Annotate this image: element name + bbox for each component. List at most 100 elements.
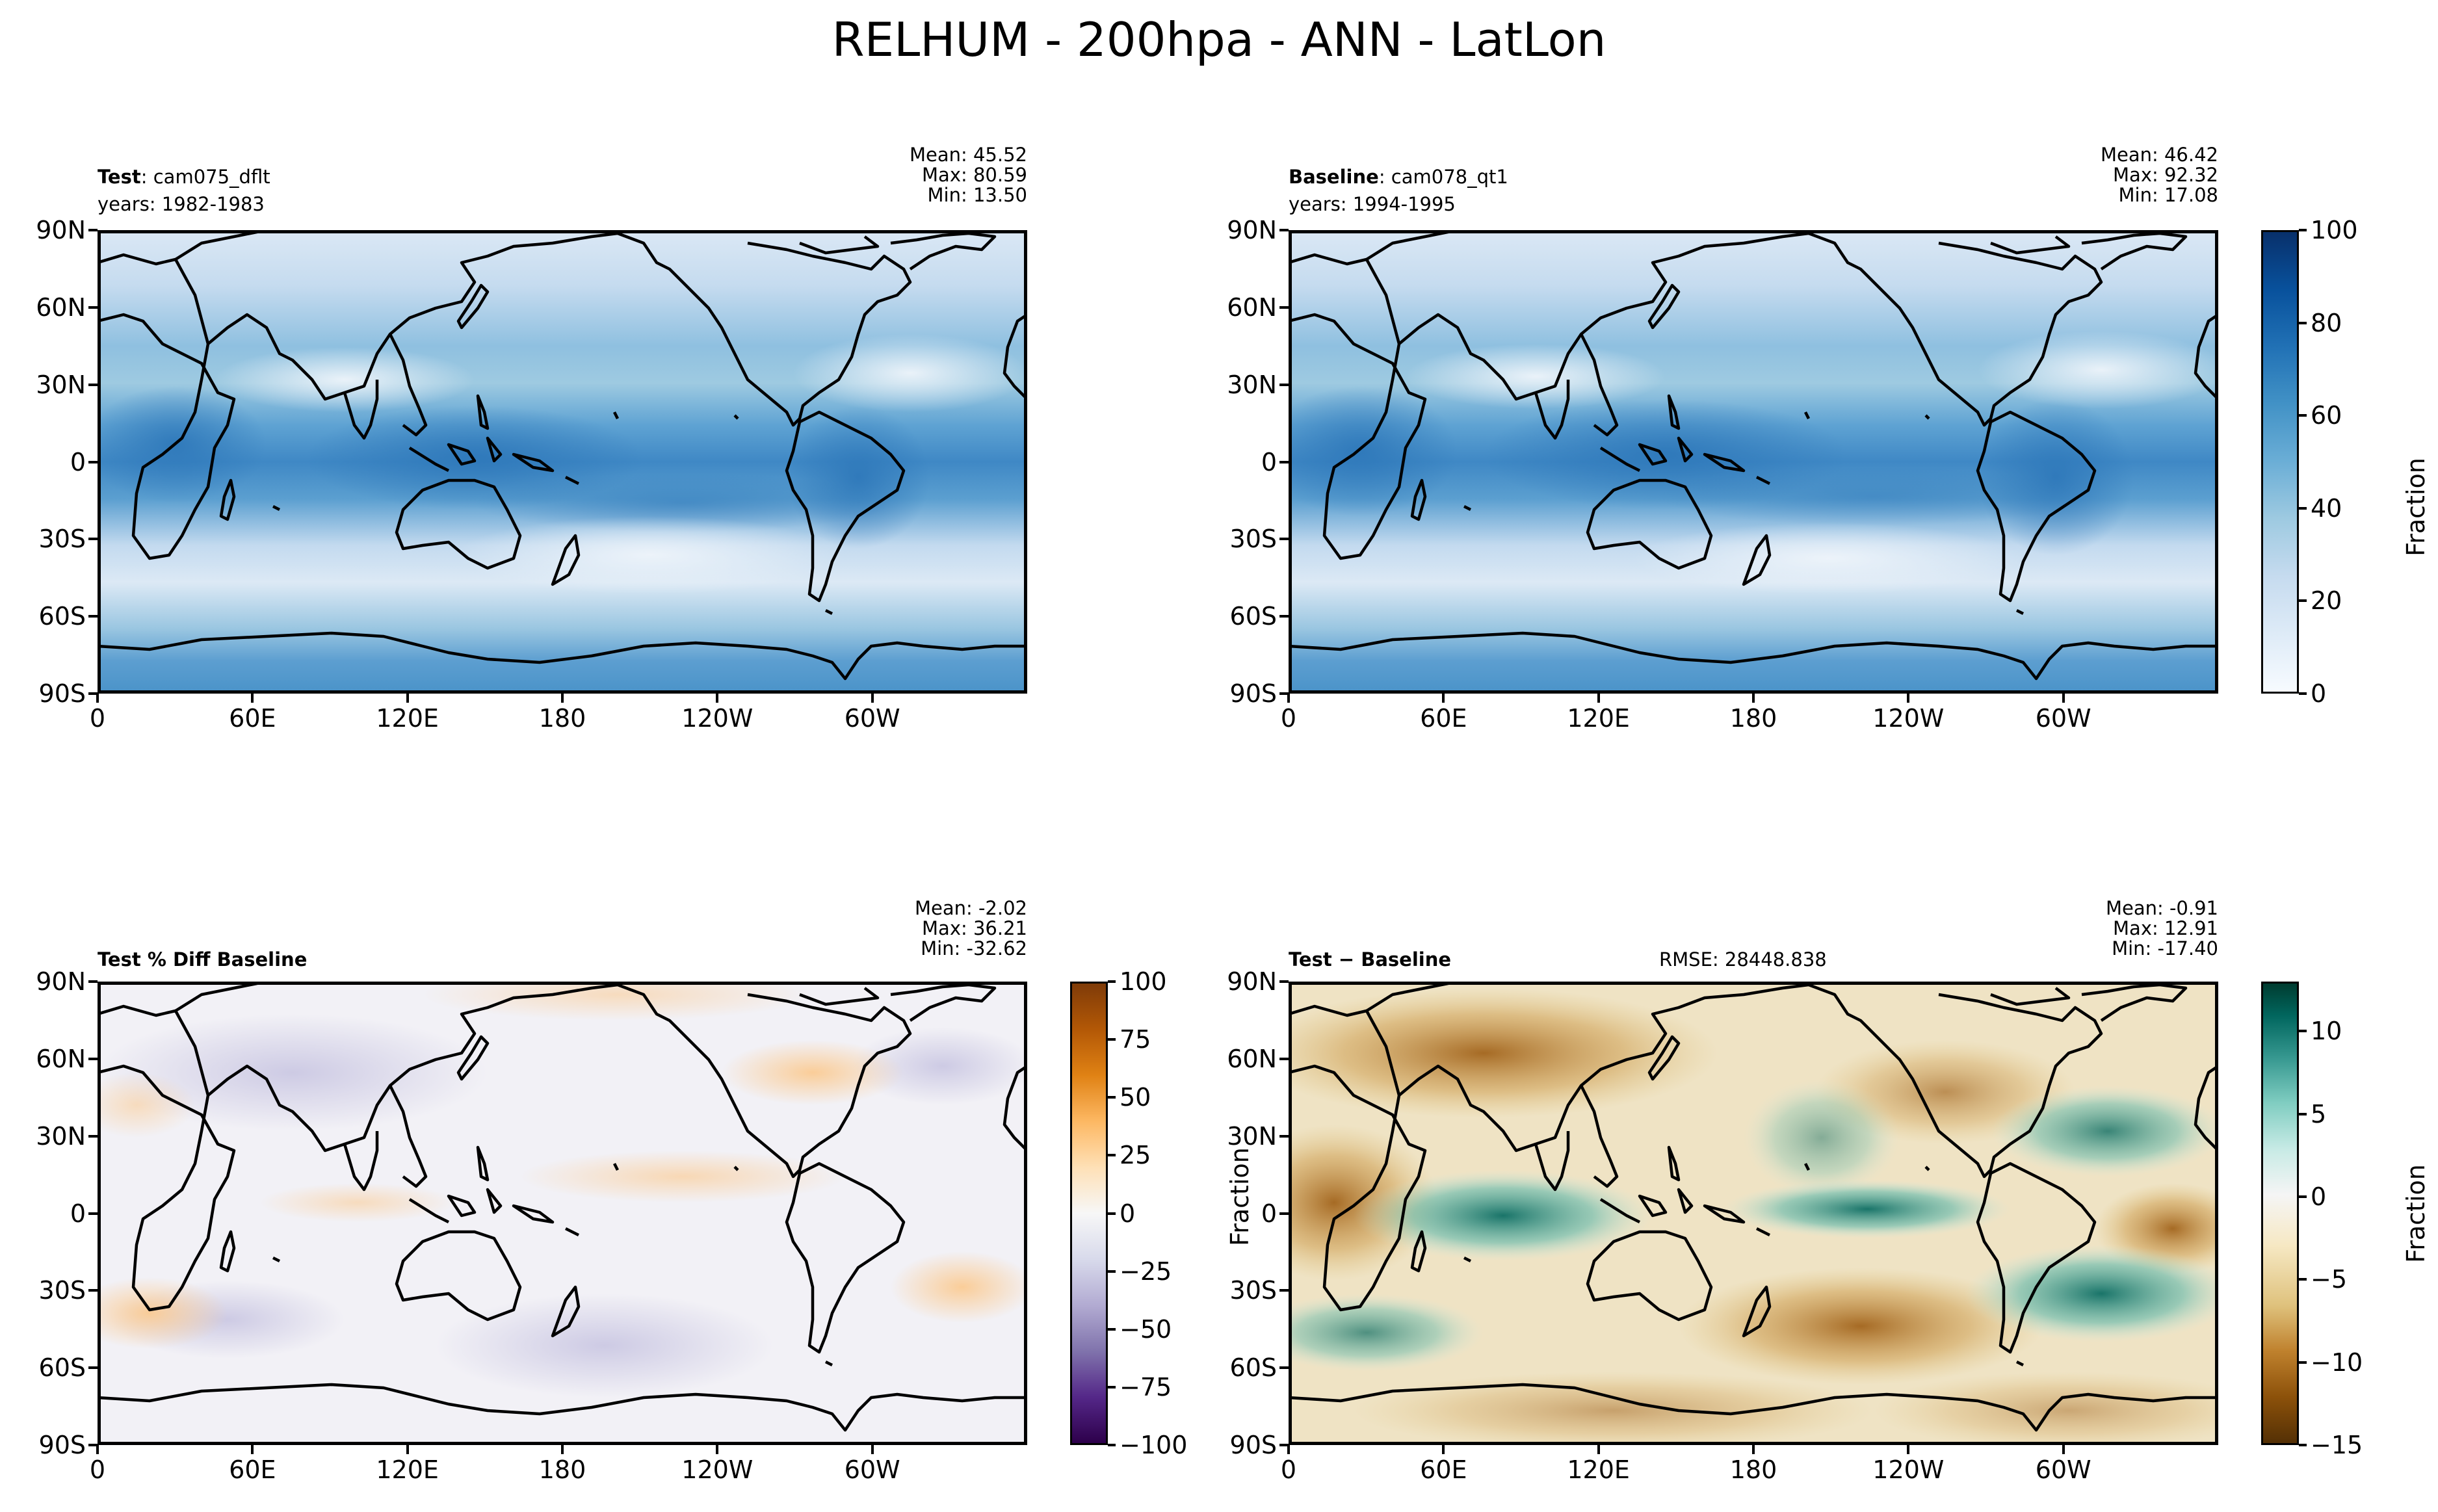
diff-map	[1289, 982, 2218, 1445]
diff-lon-tick-label: 60E	[1420, 1455, 1467, 1484]
pctdiff-map	[98, 982, 1027, 1445]
diff-colorbar-tick	[2299, 1444, 2307, 1446]
pctdiff-lat-tick-label: 0	[70, 1199, 86, 1228]
pctdiff-lat-tick	[88, 1366, 98, 1370]
pctdiff-lon-tick-label: 60E	[229, 1455, 276, 1484]
test-lat-tick	[88, 229, 98, 231]
baseline-lon-tick	[2062, 694, 2065, 703]
diff-max: Max: 12.91	[2113, 917, 2218, 939]
test-min: Min: 13.50	[927, 184, 1027, 206]
pctdiff-lon-tick	[406, 1445, 409, 1454]
pctdiff-lon-tick	[716, 1445, 719, 1454]
diff-colorbar-tick	[2299, 1361, 2307, 1364]
pctdiff-colorbar-tick	[1108, 1154, 1116, 1157]
diff-colorbar-tick	[2299, 1112, 2307, 1115]
baseline-label: Baseline	[1289, 166, 1379, 188]
baseline-min: Min: 17.08	[2118, 184, 2218, 206]
baseline-lat-tick-label: 60S	[1229, 602, 1277, 631]
baseline-panel-title: Baseline: cam078_qt1	[1289, 166, 1508, 188]
test-lat-tick	[88, 306, 98, 309]
diff-colorbar-tick-label: −10	[2311, 1348, 2363, 1377]
pctdiff-map-frame	[98, 982, 1027, 1445]
test-lon-tick-label: 180	[538, 704, 586, 733]
test-lat-tick-label: 30N	[36, 370, 86, 399]
test-lon-tick-label: 60E	[229, 704, 276, 733]
baseline-lon-tick	[1597, 694, 1600, 703]
main-colorbar-tick	[2299, 506, 2307, 510]
test-map-frame	[98, 230, 1027, 694]
pctdiff-lat-tick-label: 30N	[36, 1121, 86, 1151]
diff-colorbar-label: Fraction	[2402, 1164, 2430, 1263]
baseline-lat-tick	[1279, 460, 1289, 463]
test-map-field	[98, 230, 1027, 694]
diff-lon-tick-label: 60W	[2035, 1455, 2091, 1484]
pctdiff-lat-tick	[88, 1212, 98, 1215]
diff-lon-tick	[2062, 1445, 2065, 1454]
pctdiff-colorbar-tick-label: 0	[1120, 1199, 1136, 1228]
test-lat-tick-label: 90N	[36, 216, 86, 244]
pctdiff-lat-tick-label: 60S	[38, 1353, 86, 1383]
pctdiff-colorbar-tick	[1108, 1038, 1116, 1041]
main-colorbar-tick-label: 20	[2311, 586, 2342, 616]
pctdiff-colorbar	[1070, 982, 1108, 1445]
pctdiff-colorbar-tick-label: 50	[1120, 1083, 1151, 1112]
diff-lon-tick	[1442, 1445, 1445, 1454]
diff-label-minus: −	[1331, 948, 1361, 971]
test-max: Max: 80.59	[922, 164, 1027, 186]
pctdiff-min: Min: -32.62	[921, 937, 1027, 959]
test-stats: Mean: 45.52 Max: 80.59 Min: 13.50	[832, 145, 1027, 205]
main-colorbar-tick-label: 80	[2311, 308, 2342, 337]
baseline-case-name: : cam078_qt1	[1378, 166, 1508, 188]
baseline-mean: Mean: 46.42	[2100, 144, 2218, 166]
baseline-lat-tick	[1279, 692, 1289, 695]
pctdiff-lat-tick	[88, 1134, 98, 1138]
diff-colorbar-tick-label: 10	[2311, 1017, 2342, 1046]
pctdiff-lon-tick	[96, 1445, 99, 1454]
baseline-lon-tick-label: 120E	[1567, 704, 1630, 733]
diff-min: Min: -17.40	[2112, 937, 2218, 959]
diff-lat-tick-label: 60S	[1229, 1353, 1277, 1383]
diff-lat-tick-label: 90N	[1227, 967, 1277, 996]
baseline-lat-tick-label: 30N	[1227, 370, 1277, 399]
diff-lat-tick	[1279, 980, 1289, 983]
pctdiff-label: Test % Diff Baseline	[98, 948, 308, 971]
baseline-lon-tick-label: 120W	[1872, 704, 1945, 733]
pctdiff-colorbar-tick-label: 100	[1120, 967, 1167, 996]
diff-lat-tick	[1279, 1212, 1289, 1215]
baseline-lat-tick-label: 90S	[1229, 679, 1277, 708]
test-lon-tick-label: 0	[89, 704, 106, 733]
pctdiff-lat-tick	[88, 1444, 98, 1446]
test-lon-tick	[406, 694, 409, 703]
test-lon-tick-label: 60W	[844, 704, 900, 733]
test-lon-tick-label: 120W	[681, 704, 754, 733]
test-lat-tick	[88, 692, 98, 695]
baseline-lat-tick	[1279, 306, 1289, 309]
diff-lat-tick-label: 30N	[1227, 1121, 1277, 1151]
diff-lon-tick-label: 0	[1280, 1455, 1297, 1484]
pctdiff-colorbar-tick-label: −25	[1120, 1257, 1172, 1286]
main-colorbar-tick	[2299, 692, 2307, 695]
baseline-lat-tick	[1279, 538, 1289, 541]
baseline-map-frame	[1289, 230, 2218, 694]
test-case-name: : cam075_dflt	[140, 166, 270, 188]
test-lat-tick-label: 30S	[38, 525, 86, 554]
test-lon-tick	[96, 694, 99, 703]
baseline-lat-tick-label: 60N	[1227, 293, 1277, 322]
test-lon-tick	[561, 694, 564, 703]
baseline-lon-tick-label: 0	[1280, 704, 1297, 733]
diff-lon-tick	[1752, 1445, 1755, 1454]
pctdiff-colorbar-tick-label: −50	[1120, 1314, 1172, 1344]
diff-lat-tick	[1279, 1444, 1289, 1446]
diff-colorbar	[2261, 982, 2299, 1445]
diff-lon-tick	[1907, 1445, 1910, 1454]
pctdiff-colorbar-tick	[1108, 980, 1116, 983]
test-label: Test	[98, 166, 141, 188]
pctdiff-lat-tick	[88, 1057, 98, 1060]
main-colorbar-tick	[2299, 414, 2307, 417]
baseline-lon-tick-label: 60E	[1420, 704, 1467, 733]
baseline-lat-tick	[1279, 615, 1289, 618]
baseline-map	[1289, 230, 2218, 694]
pctdiff-lon-tick-label: 180	[538, 1455, 586, 1484]
diff-panel-title: Test − Baseline	[1289, 948, 1451, 971]
pctdiff-colorbar-tick-label: 75	[1120, 1025, 1151, 1054]
